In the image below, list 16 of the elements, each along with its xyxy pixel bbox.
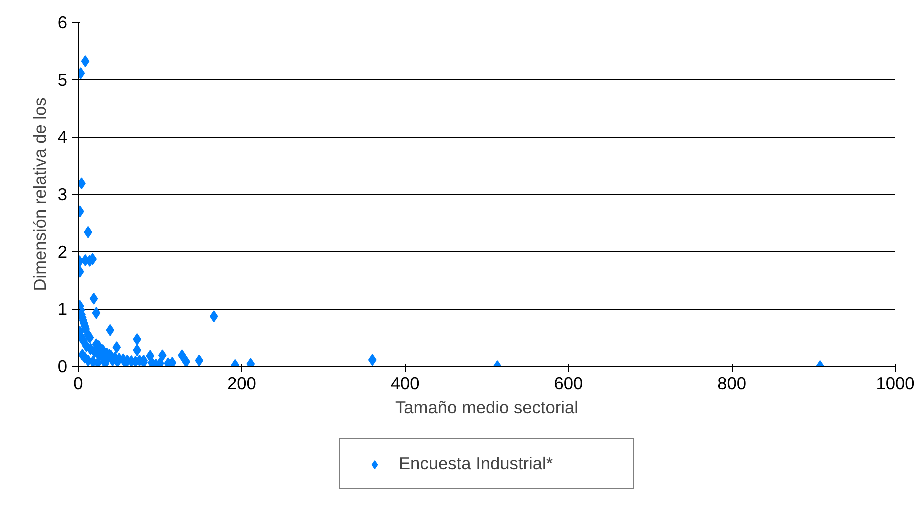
- y-tick-label: 1: [58, 299, 68, 320]
- y-tick-label: 2: [58, 242, 68, 262]
- x-tick-label: 800: [718, 374, 747, 394]
- x-tick-label: 1000: [876, 374, 915, 394]
- y-tick-label: 0: [58, 356, 68, 376]
- x-tick-label: 400: [390, 374, 420, 394]
- y-tick-label: 4: [58, 127, 68, 148]
- x-tick-label: 0: [74, 374, 84, 394]
- legend-label: Encuesta Industrial*: [399, 454, 554, 474]
- x-axis-title: Tamaño medio sectorial: [396, 398, 579, 418]
- y-tick-label: 3: [58, 184, 68, 204]
- y-tick-label: 6: [58, 12, 68, 32]
- y-axis-title: Dimensión relativa de los: [30, 97, 50, 292]
- y-tick-label: 5: [58, 70, 68, 90]
- x-tick-label: 200: [227, 374, 256, 394]
- x-tick-label: 600: [554, 374, 584, 394]
